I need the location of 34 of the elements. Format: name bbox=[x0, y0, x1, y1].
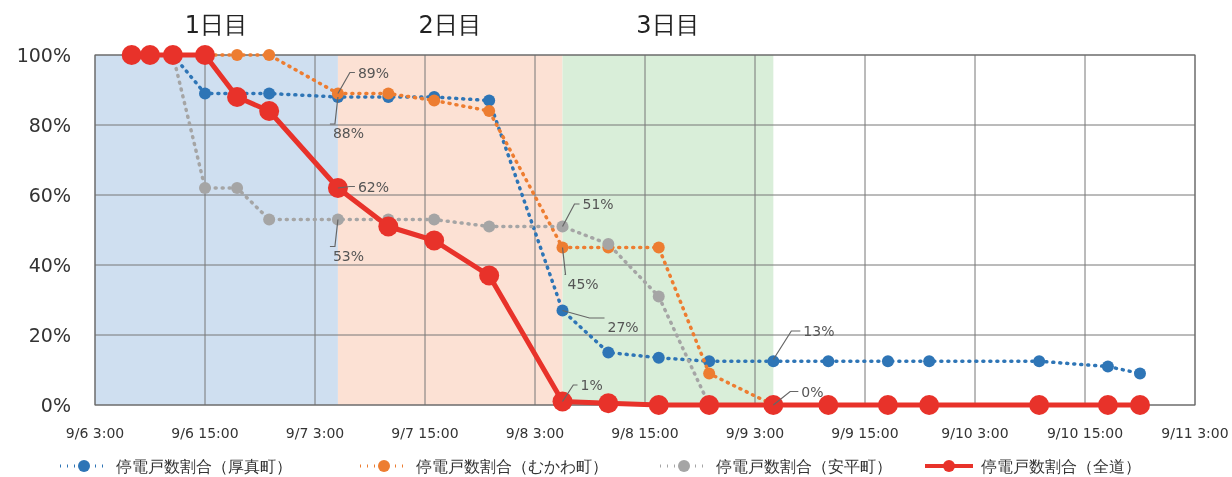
x-tick-label: 9/6 15:00 bbox=[171, 425, 239, 441]
annotation: 62% bbox=[357, 178, 390, 195]
x-tick-label: 9/10 3:00 bbox=[941, 425, 1009, 441]
annotation: 13% bbox=[803, 323, 835, 339]
annotation: 0% bbox=[801, 383, 824, 400]
annotation: 45% bbox=[567, 275, 599, 292]
y-tick-label: 60% bbox=[28, 184, 71, 206]
annotation: 27% bbox=[607, 319, 639, 335]
x-tick-label: 9/11 3:00 bbox=[1161, 425, 1229, 441]
y-tick-label: 80% bbox=[28, 114, 71, 136]
legend-label: 停電戸数割合（厚真町） bbox=[116, 457, 292, 476]
annotation: 53% bbox=[332, 247, 365, 264]
legend-label: 停電戸数割合（安平町） bbox=[716, 457, 892, 476]
x-tick-label: 9/7 15:00 bbox=[391, 425, 459, 441]
y-tick-label: 100% bbox=[16, 44, 71, 66]
y-tick-label: 0% bbox=[40, 394, 71, 416]
y-tick-label: 20% bbox=[28, 324, 71, 346]
x-tick-label: 9/8 15:00 bbox=[611, 425, 679, 441]
legend-label: 停電戸数割合（むかわ町） bbox=[416, 457, 608, 476]
x-tick-label: 9/6 3:00 bbox=[65, 425, 125, 441]
legend-label: 停電戸数割合（全道） bbox=[981, 457, 1141, 476]
band-label: 3日目 bbox=[636, 11, 700, 39]
x-tick-label: 9/9 3:00 bbox=[725, 425, 785, 441]
annotation: 89% bbox=[357, 64, 390, 81]
x-tick-label: 9/9 15:00 bbox=[831, 425, 899, 441]
y-tick-label: 40% bbox=[28, 254, 71, 276]
x-tick-label: 9/10 15:00 bbox=[1046, 425, 1124, 441]
annotation: 51% bbox=[582, 196, 614, 212]
band-label: 2日目 bbox=[418, 11, 482, 39]
x-tick-label: 9/8 3:00 bbox=[505, 425, 565, 441]
annotation: 88% bbox=[332, 125, 365, 141]
x-tick-label: 9/7 3:00 bbox=[285, 425, 345, 441]
annotation: 1% bbox=[580, 377, 603, 393]
band-label: 1日目 bbox=[184, 11, 249, 39]
